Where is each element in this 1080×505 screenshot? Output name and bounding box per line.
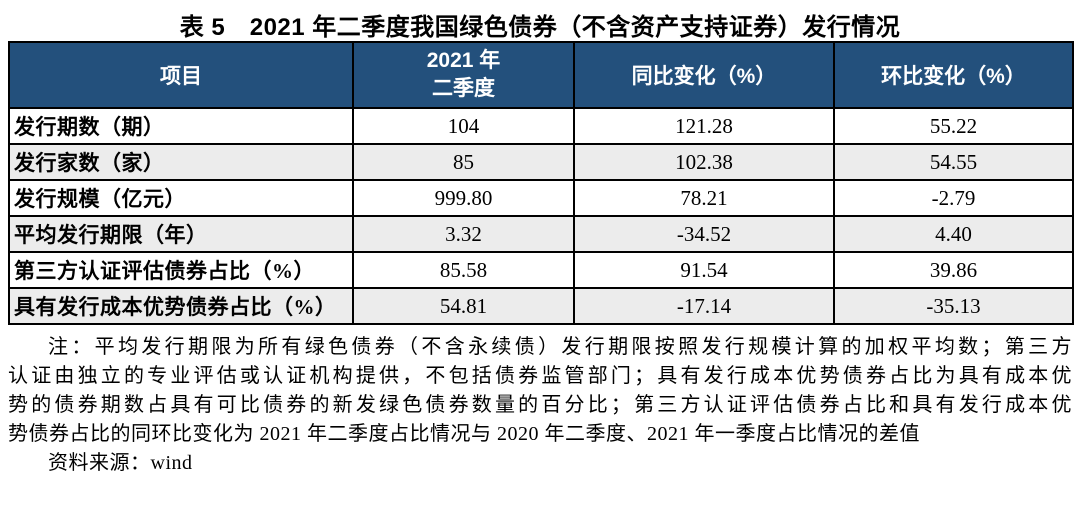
cell-value: 3.32	[352, 215, 575, 253]
cell-value: 78.21	[573, 179, 835, 217]
note-line: 势债券占比的同环比变化为 2021 年二季度占比情况与 2020 年二季度、20…	[8, 423, 920, 445]
col-header-yoy-change: 同比变化（%）	[573, 41, 835, 109]
cell-value: -35.13	[833, 287, 1074, 325]
cell-value: 54.81	[352, 287, 575, 325]
table-title: 表 5 2021 年二季度我国绿色债券（不含资产支持证券）发行情况	[179, 14, 901, 41]
cell-value: 85	[352, 143, 575, 181]
row-label: 具有发行成本优势债券占比（%）	[8, 287, 354, 325]
row-label: 第三方认证评估债券占比（%）	[8, 251, 354, 289]
cell-value: -17.14	[573, 287, 835, 325]
table-row-issue-scale: 发行规模（亿元） 999.80 78.21 -2.79	[8, 179, 1074, 217]
col-header-item: 项目	[8, 41, 354, 109]
table-row-avg-term: 平均发行期限（年） 3.32 -34.52 4.40	[8, 215, 1074, 253]
table-row-issue-count: 发行期数（期） 104 121.28 55.22	[8, 107, 1074, 145]
cell-value: 91.54	[573, 251, 835, 289]
cell-value: 39.86	[833, 251, 1074, 289]
cell-value: 121.28	[573, 107, 835, 145]
note-line: 势的债券期数占具有可比债券的新发绿色债券数量的百分比；第三方认证评估债券占比和具…	[8, 394, 1072, 416]
cell-value: 55.22	[833, 107, 1074, 145]
green-bond-issuance-table: 项目 2021 年 二季度 同比变化（%） 环比变化（%） 发行期数（期） 10…	[8, 41, 1074, 325]
row-label: 发行家数（家）	[8, 143, 354, 181]
col-header-qoq-change: 环比变化（%）	[833, 41, 1074, 109]
data-source: 资料来源：wind	[48, 452, 193, 474]
table-row-issuer-count: 发行家数（家） 85 102.38 54.55	[8, 143, 1074, 181]
cell-value: -34.52	[573, 215, 835, 253]
cell-value: 85.58	[352, 251, 575, 289]
table-notes: 注：平均发行期限为所有绿色债券（不含永续债）发行期限按照发行规模计算的加权平均数…	[8, 333, 1072, 478]
row-label: 发行期数（期）	[8, 107, 354, 145]
cell-value: 104	[352, 107, 575, 145]
cell-value: -2.79	[833, 179, 1074, 217]
note-line: 认证由独立的专业评估或认证机构提供，不包括债券监管部门；具有发行成本优势债券占比…	[8, 365, 1072, 387]
cell-value: 4.40	[833, 215, 1074, 253]
col-header-2021-q2: 2021 年 二季度	[352, 41, 575, 109]
row-label: 发行规模（亿元）	[8, 179, 354, 217]
table-row-third-party-certified-ratio: 第三方认证评估债券占比（%） 85.58 91.54 39.86	[8, 251, 1074, 289]
cell-value: 102.38	[573, 143, 835, 181]
header-row: 项目 2021 年 二季度 同比变化（%） 环比变化（%）	[8, 41, 1074, 109]
cell-value: 999.80	[352, 179, 575, 217]
table-row-cost-advantage-ratio: 具有发行成本优势债券占比（%） 54.81 -17.14 -35.13	[8, 287, 1074, 325]
row-label: 平均发行期限（年）	[8, 215, 354, 253]
note-line: 注：平均发行期限为所有绿色债券（不含永续债）发行期限按照发行规模计算的加权平均数…	[48, 336, 1072, 358]
cell-value: 54.55	[833, 143, 1074, 181]
